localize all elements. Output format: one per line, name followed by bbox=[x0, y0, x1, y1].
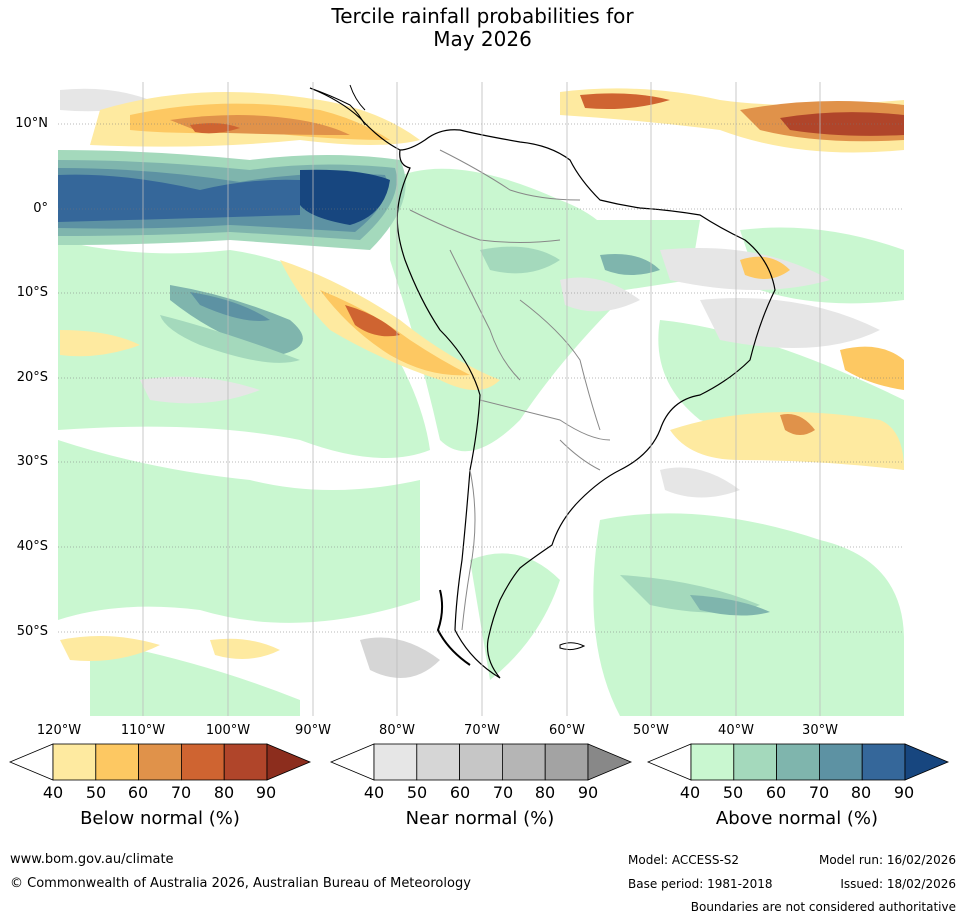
lon-label: 90°W bbox=[295, 723, 331, 738]
colorbar-segment bbox=[544, 743, 589, 781]
footer-base-period: Base period: 1981-2018 bbox=[628, 877, 773, 891]
colorbar-tick: 40 bbox=[363, 783, 385, 802]
colorbar-tick: 60 bbox=[449, 783, 471, 802]
colorbar-tick: 50 bbox=[406, 783, 428, 802]
lat-label: 20°S bbox=[16, 370, 48, 385]
colorbar-tick: 50 bbox=[85, 783, 107, 802]
lon-label: 50°W bbox=[633, 723, 669, 738]
colorbar-tick: 80 bbox=[534, 783, 556, 802]
colorbar-segment bbox=[180, 743, 225, 781]
lon-label: 70°W bbox=[464, 723, 500, 738]
colorbar-tick: 70 bbox=[170, 783, 192, 802]
colorbar-tick: 40 bbox=[679, 783, 701, 802]
colorbar-tick: 50 bbox=[722, 783, 744, 802]
lon-label: 40°W bbox=[718, 723, 754, 738]
footer-website: www.bom.gov.au/climate bbox=[10, 852, 174, 867]
colorbar-tick: 90 bbox=[893, 783, 915, 802]
colorbar-segment bbox=[776, 743, 820, 781]
colorbar-above bbox=[646, 743, 950, 781]
colorbar-segment bbox=[416, 743, 460, 781]
below-normal-patches bbox=[60, 88, 904, 661]
lat-label: 40°S bbox=[16, 539, 48, 554]
footer-copyright: © Commonwealth of Australia 2026, Austra… bbox=[10, 876, 471, 891]
colorbar-segment bbox=[861, 743, 906, 781]
map-field bbox=[58, 82, 904, 716]
above-normal-patches bbox=[58, 168, 904, 716]
map-title-line2: May 2026 bbox=[433, 27, 532, 51]
footer-model: Model: ACCESS-S2 bbox=[628, 853, 740, 867]
lat-label: 0° bbox=[33, 201, 48, 216]
colorbar-tick: 60 bbox=[127, 783, 149, 802]
colorbar-segment bbox=[138, 743, 182, 781]
colorbar-tick: 70 bbox=[492, 783, 514, 802]
colorbar-arrow-right bbox=[266, 743, 312, 781]
colorbar-segment bbox=[95, 743, 140, 781]
lon-label: 110°W bbox=[120, 723, 166, 738]
colorbar-arrow-left bbox=[646, 743, 692, 781]
colorbar-tick: 40 bbox=[42, 783, 64, 802]
lon-label: 30°W bbox=[802, 723, 838, 738]
coastline bbox=[309, 87, 776, 679]
central-america-coast bbox=[309, 84, 366, 126]
colorbar-arrow-left bbox=[329, 743, 375, 781]
colorbar-arrow-right bbox=[904, 743, 950, 781]
colorbar-below bbox=[8, 743, 312, 781]
footer-model-run: Model run: 16/02/2026 bbox=[818, 853, 956, 867]
lat-label: 30°S bbox=[16, 454, 48, 469]
colorbar-near bbox=[329, 743, 633, 781]
graticule-meridians bbox=[142, 82, 821, 716]
colorbar-title-below: Below normal (%) bbox=[80, 808, 240, 829]
lat-label: 50°S bbox=[16, 624, 48, 639]
graticule bbox=[58, 123, 904, 633]
lon-label: 60°W bbox=[549, 723, 585, 738]
lon-label: 80°W bbox=[379, 723, 415, 738]
colorbar-tick: 80 bbox=[850, 783, 872, 802]
colorbar-tick: 90 bbox=[577, 783, 599, 802]
colorbar-segment bbox=[223, 743, 268, 781]
colorbar-segment bbox=[819, 743, 863, 781]
patagonia-islands bbox=[436, 589, 471, 666]
above-normal-core bbox=[58, 150, 770, 616]
colorbar-arrow-left bbox=[8, 743, 54, 781]
colorbar-segment bbox=[52, 743, 97, 781]
colorbar-arrow-right bbox=[587, 743, 633, 781]
colorbar-segment bbox=[459, 743, 503, 781]
map-title-line1: Tercile rainfall probabilities for bbox=[331, 4, 634, 28]
footer-disclaimer: Boundaries are not considered authoritat… bbox=[690, 900, 956, 914]
lon-label: 100°W bbox=[205, 723, 251, 738]
lat-label: 10°S bbox=[16, 285, 48, 300]
colorbar-title-near: Near normal (%) bbox=[405, 808, 555, 829]
lat-label: 10°N bbox=[15, 116, 48, 131]
colorbar-tick: 70 bbox=[808, 783, 830, 802]
lon-label: 120°W bbox=[36, 723, 82, 738]
country-borders bbox=[409, 149, 611, 631]
falkland-islands bbox=[559, 642, 586, 651]
colorbar-segment bbox=[501, 743, 546, 781]
colorbar-segment bbox=[690, 743, 735, 781]
near-normal-patches bbox=[60, 88, 880, 678]
colorbar-tick: 90 bbox=[255, 783, 277, 802]
colorbar-tick: 80 bbox=[213, 783, 235, 802]
colorbar-segment bbox=[733, 743, 777, 781]
colorbar-segment bbox=[373, 743, 418, 781]
colorbar-tick: 60 bbox=[765, 783, 787, 802]
footer-issued: Issued: 18/02/2026 bbox=[840, 877, 956, 891]
colorbar-title-above: Above normal (%) bbox=[715, 808, 879, 829]
